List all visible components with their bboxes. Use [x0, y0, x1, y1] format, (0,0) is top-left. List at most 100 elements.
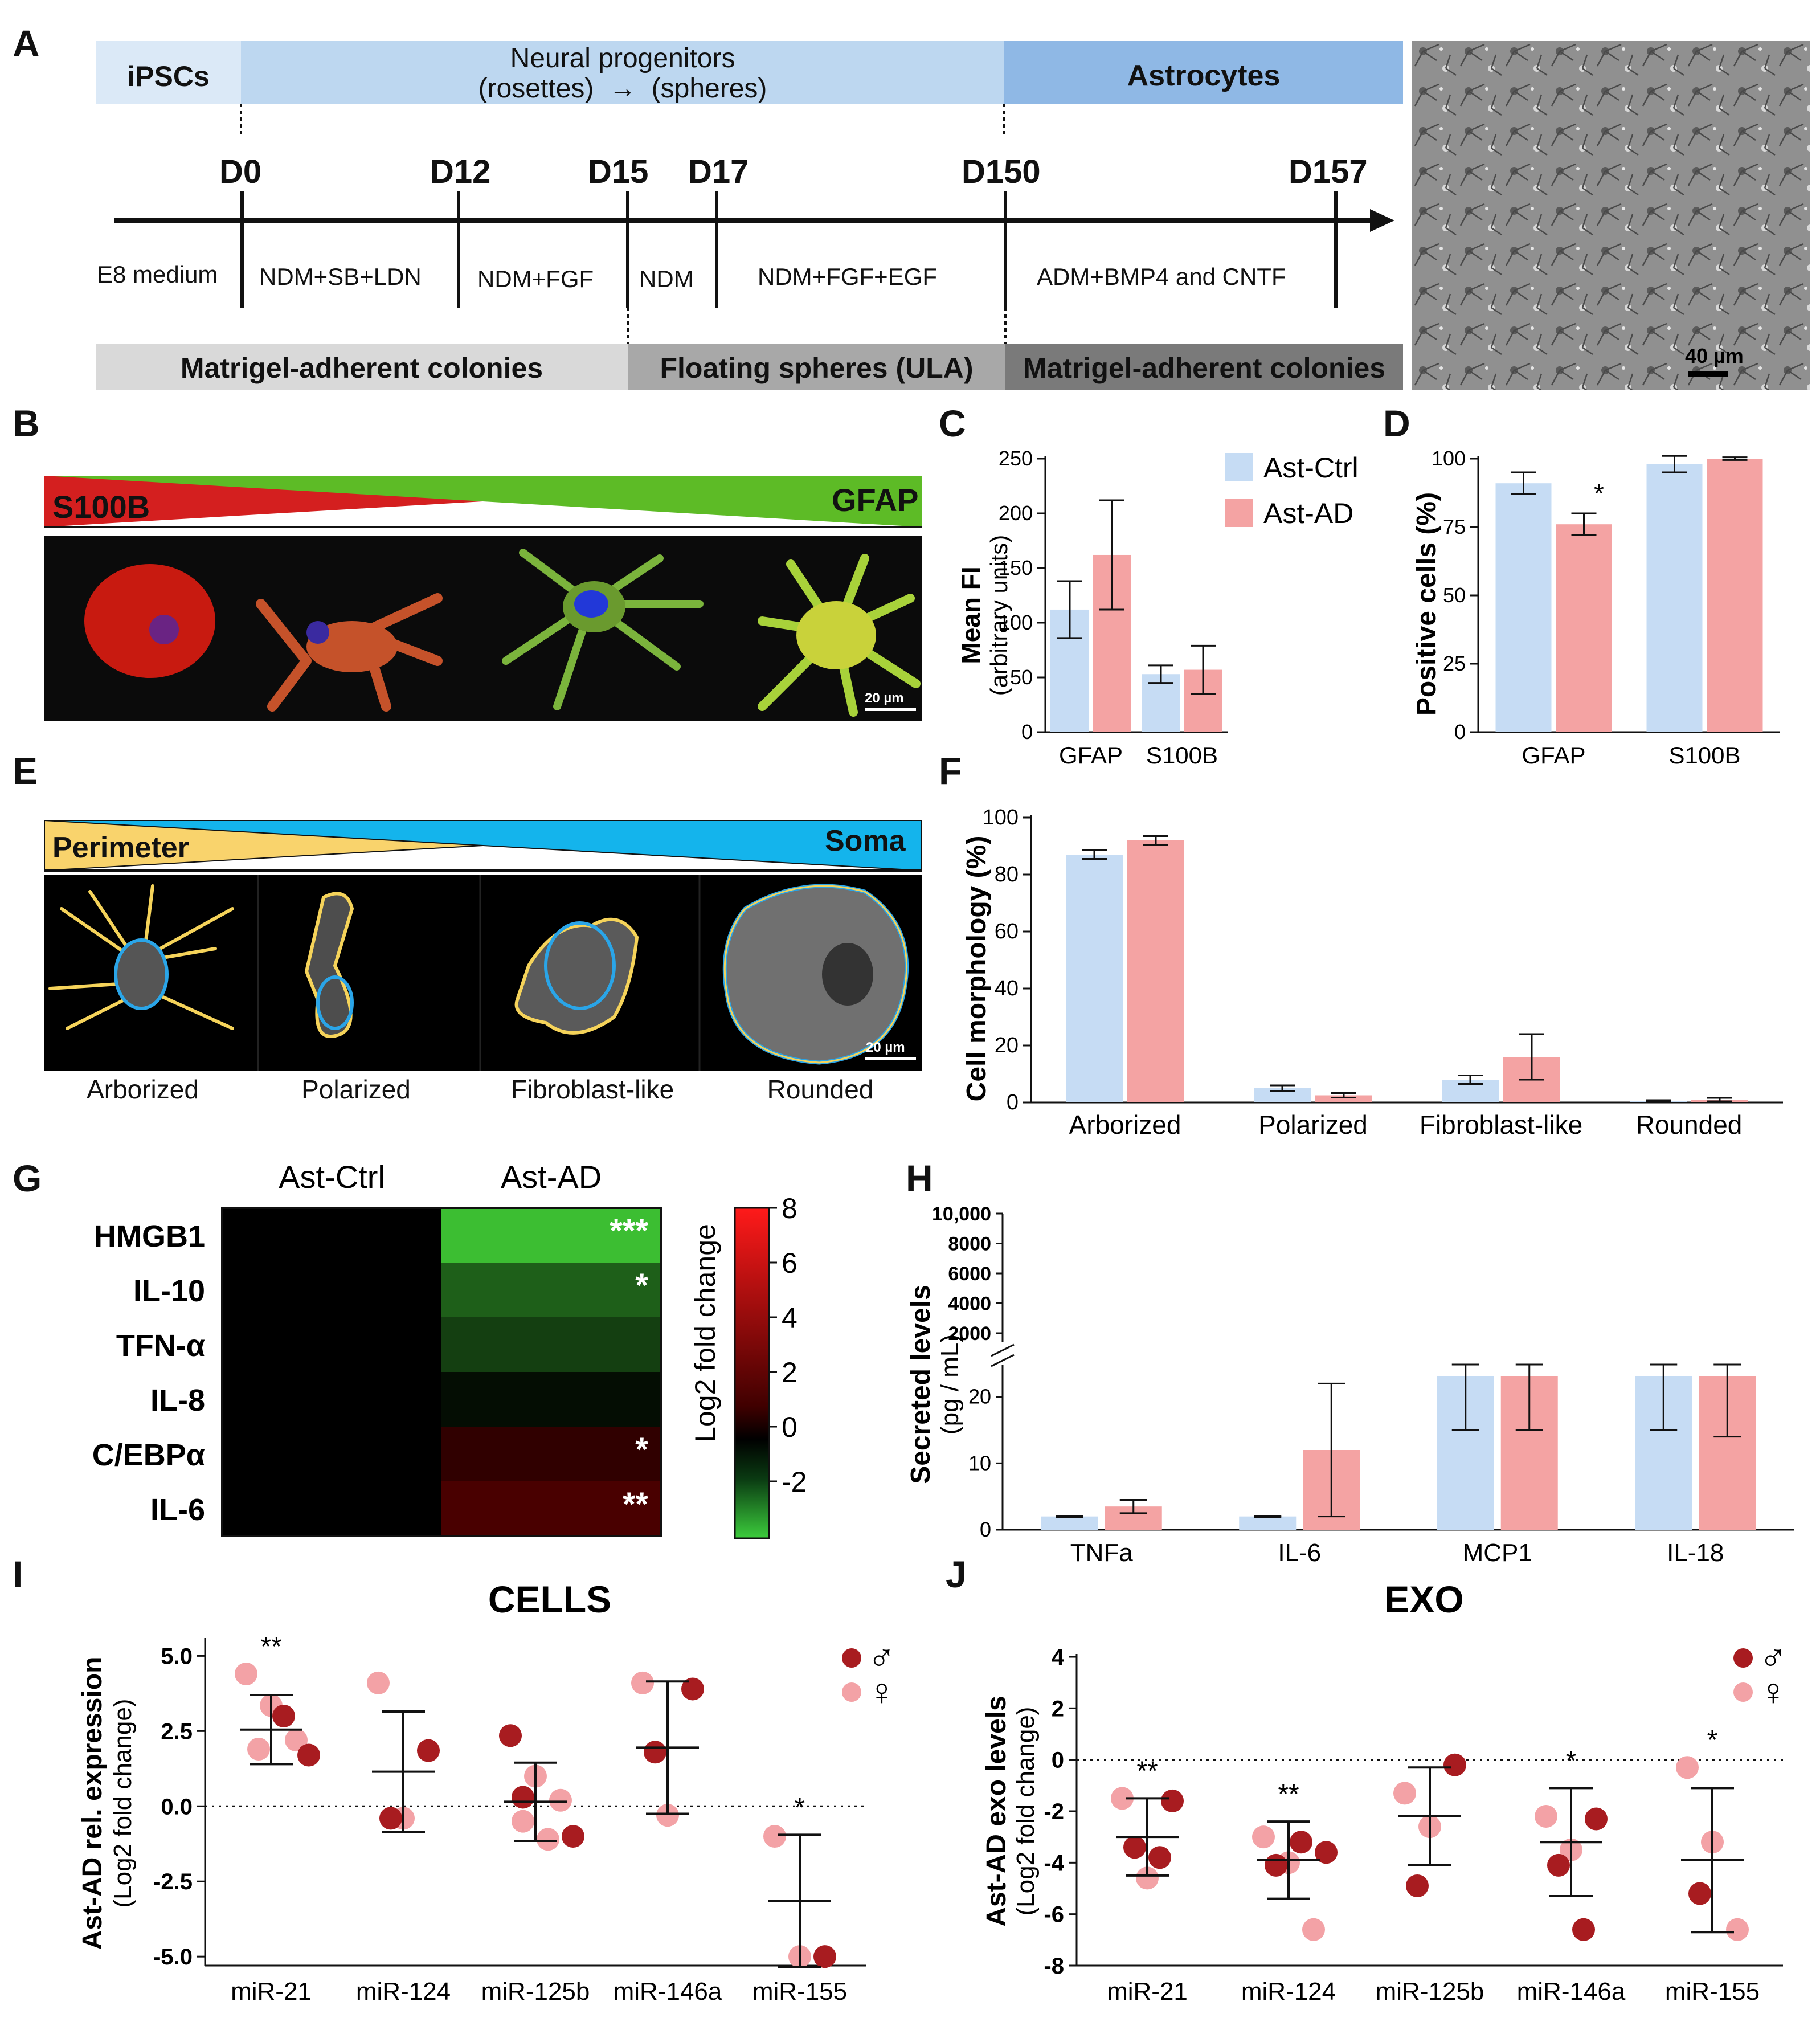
y-tick-label: -6: [1044, 1902, 1064, 1927]
point-male: [379, 1807, 402, 1830]
heatmap-row-label: C/EBPα: [92, 1438, 205, 1472]
day-d150: D150: [962, 153, 1041, 190]
y-tick-label: 0: [980, 1518, 991, 1541]
bar-ctrl: [1495, 483, 1552, 732]
medium-ndm: NDM: [639, 266, 694, 292]
y-tick-label: 0: [1454, 720, 1466, 744]
culture-label-matrigel-1: Matrigel-adherent colonies: [180, 352, 543, 384]
panel-label-i: I: [13, 1553, 23, 1595]
if-cell-2: [256, 593, 443, 712]
y-axis-subtitle: (Log2 fold change): [109, 1699, 137, 1908]
y-axis-subtitle: (arbitrary units): [985, 535, 1012, 696]
morph-label-fibroblast: Fibroblast-like: [510, 1075, 674, 1104]
soma-wedge: [44, 820, 922, 872]
y-tick-label: 100: [983, 806, 1019, 830]
x-category-label: miR-124: [1241, 1978, 1336, 2006]
point-female: [285, 1729, 308, 1752]
morphology-strip: 20 µm: [44, 875, 922, 1071]
astrocyte-phase-contrast-image: 40 µm: [1412, 41, 1810, 390]
y-tick-label: 0: [1021, 720, 1033, 744]
y-tick-label: 100: [1432, 447, 1466, 470]
y-tick-label: 6000: [948, 1263, 991, 1285]
y-tick-label: 4000: [948, 1293, 991, 1315]
stage-neural-label: Neural progenitors: [510, 43, 735, 73]
heatmap-column-label: Ast-AD: [501, 1159, 602, 1195]
point-male: [1123, 1836, 1146, 1859]
heatmap-cell: [441, 1427, 661, 1481]
point-female: [656, 1804, 679, 1827]
point-male: [1547, 1853, 1570, 1877]
heatmap-row-label: TFN-α: [116, 1329, 205, 1363]
heatmap-significance: ***: [610, 1212, 648, 1249]
legend-female-dot: [842, 1682, 861, 1702]
legend-female-symbol: ♀: [1759, 1670, 1788, 1713]
legend-male-symbol: ♂: [868, 1636, 896, 1678]
arborized-cell-outline: [48, 884, 234, 1030]
heatmap-significance: *: [635, 1267, 648, 1304]
y-tick-label: 0: [1007, 1090, 1019, 1114]
y-tick-label: 50: [1010, 665, 1033, 689]
point-male: [1688, 1882, 1711, 1905]
panel-label-h: H: [906, 1157, 933, 1199]
significance-star: **: [1278, 1779, 1299, 1810]
day-d17: D17: [688, 153, 749, 190]
y-axis-title: Secreted levels: [906, 1285, 936, 1484]
y-tick-label: 50: [1443, 583, 1466, 607]
heatmap-cell: [441, 1263, 661, 1317]
day-d0: D0: [219, 153, 262, 190]
point-male: [681, 1677, 704, 1701]
chart-f-morphology: 0 20 40 60 80 100 Arborized Polarized Fibroblast…: [962, 806, 1783, 1139]
significance-star: **: [260, 1632, 281, 1662]
point-male: [1161, 1789, 1184, 1812]
chart-c-mean-fi: 0 50 100 150 200 250 GFAP S100B Mean FI (arbitrar…: [956, 447, 1359, 769]
perimeter-label: Perimeter: [52, 831, 189, 864]
legend-swatch-ad: [1225, 499, 1253, 527]
x-category-label: IL-6: [1278, 1539, 1321, 1567]
significance-star: *: [1566, 1746, 1577, 1776]
heatmap-row-label: IL-8: [150, 1383, 205, 1418]
point-female: [512, 1810, 534, 1833]
point-female: [631, 1671, 654, 1694]
point-male: [499, 1724, 522, 1747]
axis-break: [991, 1343, 1015, 1357]
y-tick-label: 75: [1443, 515, 1466, 538]
point-male: [512, 1786, 534, 1809]
point-male: [562, 1825, 584, 1848]
bar-ctrl: [1066, 855, 1123, 1102]
colorbar-label: Log2 fold change: [689, 1224, 721, 1443]
panel-label-d: D: [1383, 402, 1410, 444]
y-axis-title: Ast-AD rel. expression: [77, 1657, 108, 1950]
point-male: [644, 1741, 666, 1764]
medium-e8: E8 medium: [97, 261, 218, 288]
y-tick-label: -2: [1044, 1799, 1064, 1824]
x-category-label: miR-124: [356, 1978, 451, 2006]
significance-star: **: [1136, 1756, 1158, 1786]
panel-label-g: G: [13, 1157, 42, 1199]
point-male: [1148, 1846, 1171, 1869]
point-male: [1585, 1807, 1608, 1831]
point-male: [813, 1945, 836, 1968]
heatmap-border: [221, 1207, 662, 1537]
heatmap-cell: [441, 1208, 661, 1263]
significance-star: *: [1594, 479, 1604, 508]
legend-swatch-ctrl: [1225, 453, 1253, 481]
panel-e-gradient: [44, 820, 922, 872]
phase-scale-label: 40 µm: [1685, 344, 1744, 367]
chart-d-positive-cells: 0 25 50 75 100 GFAP S100B Positive cells (%) *: [1412, 447, 1780, 769]
x-category-label: miR-21: [1107, 1978, 1188, 2006]
point-female: [1676, 1756, 1699, 1779]
point-male: [1443, 1753, 1466, 1776]
point-female: [549, 1788, 572, 1812]
panel-b-gradient: [44, 476, 922, 528]
panel-label-j: J: [946, 1553, 967, 1595]
x-category-label: S100B: [1668, 742, 1740, 769]
colorbar: [734, 1207, 770, 1539]
panel-label-c: C: [939, 402, 966, 444]
colorbar-tick-label: 6: [782, 1247, 797, 1279]
axis-break: [991, 1354, 1015, 1367]
x-category-label: Arborized: [1069, 1110, 1181, 1139]
stage-bar-neural: [241, 41, 1004, 104]
point-male: [1572, 1918, 1595, 1941]
y-tick-label: 20: [968, 1385, 991, 1408]
legend-male-dot: [1733, 1648, 1753, 1668]
